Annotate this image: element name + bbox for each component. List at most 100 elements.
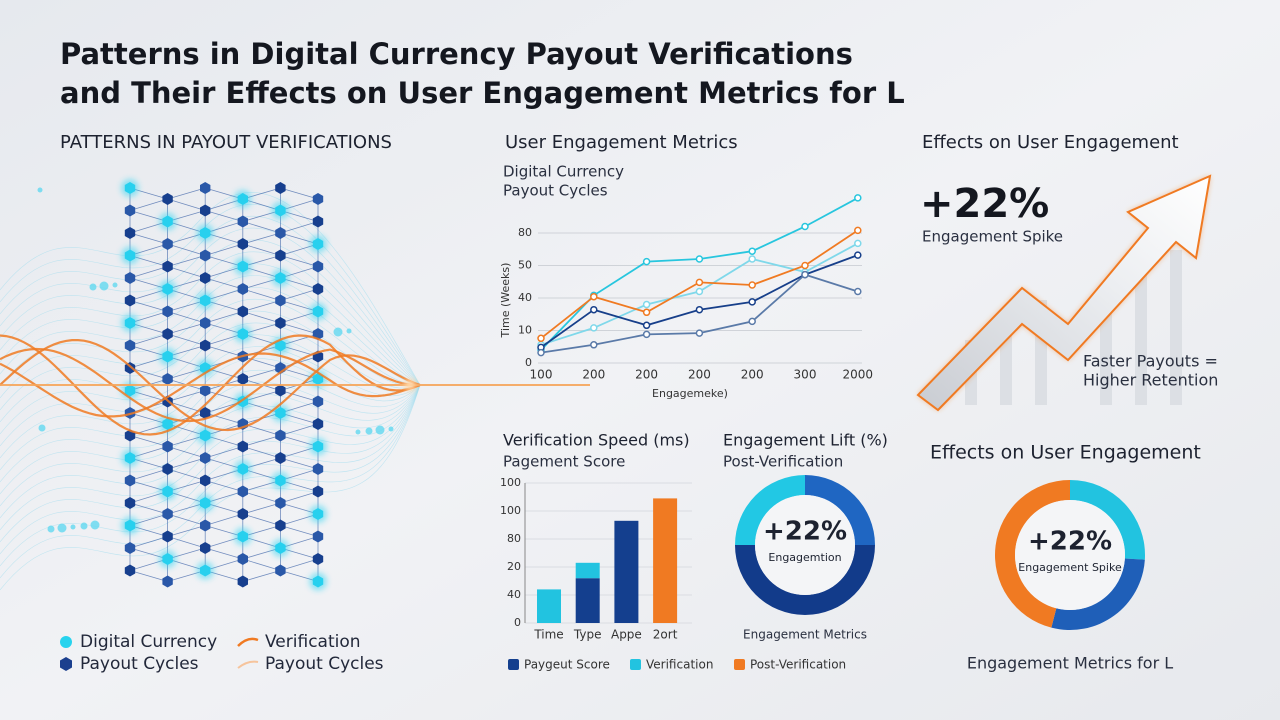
decor-link: [242, 502, 281, 515]
decor-node: [275, 407, 286, 419]
note-line: Higher Retention: [1083, 371, 1218, 390]
chart-subtitle: Payout Cycles: [503, 182, 608, 200]
decor-link: [205, 210, 243, 222]
bar: [575, 578, 600, 623]
y-tick-label: 0: [525, 356, 532, 369]
legend-swatch: [508, 659, 519, 670]
data-point: [537, 348, 545, 357]
data-point: [854, 226, 862, 235]
chart-title: Engagement Lift (%): [723, 431, 888, 450]
chart-caption: Engagement Metrics: [743, 628, 867, 642]
decor-link: [242, 311, 281, 324]
decor-node: [124, 272, 136, 284]
decor-dot: [70, 524, 76, 530]
decor-node: [124, 564, 136, 577]
decor-node: [275, 384, 286, 397]
decor-node: [312, 553, 324, 565]
center-value: +22%: [763, 517, 847, 547]
legend-swatch: [734, 659, 745, 670]
donut-segment: [805, 475, 875, 545]
chart-title: Verification Speed (ms): [503, 431, 690, 450]
donut-hole: [755, 495, 855, 595]
legend-label: Verification: [646, 658, 713, 672]
title-line: Patterns in Digital Currency Payout Veri…: [60, 37, 853, 71]
decor-link: [242, 243, 281, 256]
decor-link: [129, 333, 168, 346]
decor-link: [129, 232, 168, 245]
decor-node: [312, 283, 324, 295]
x-tick-label: 2000: [843, 368, 874, 382]
decor-node: [312, 193, 324, 205]
data-point: [748, 281, 756, 289]
x-tick-label: 200: [688, 368, 711, 382]
decor-node: [237, 440, 248, 453]
donut-segment: [994, 480, 1070, 628]
data-point: [854, 239, 862, 248]
bar: [575, 562, 600, 579]
decor-link: [280, 390, 319, 402]
decor-line: [0, 216, 421, 386]
decor-node: [200, 452, 211, 464]
decor-node: [237, 530, 248, 543]
decor-node: [124, 339, 136, 352]
decor-node: [237, 238, 248, 250]
decor-node: [200, 407, 211, 419]
decor-dot: [375, 425, 385, 435]
chart-subtitle: Post-Verification: [723, 453, 843, 471]
y-tick-label: 80: [518, 226, 532, 239]
decor-node: [312, 215, 324, 228]
decor-node: [124, 542, 136, 554]
decor-link: [129, 502, 168, 515]
decor-link: [280, 187, 319, 200]
center-label: Engagement Spike: [1018, 561, 1122, 574]
decor-line: [0, 287, 421, 387]
decor-node: [312, 440, 324, 453]
data-point: [642, 308, 651, 317]
decor-link: [242, 446, 281, 459]
decor-link: [280, 322, 319, 335]
legend-label: Payout Cycles: [265, 654, 384, 674]
legend-label: Paygeut Score: [524, 658, 610, 672]
decor-node: [124, 249, 136, 262]
decor-link: [205, 243, 243, 256]
decor-dot: [89, 283, 97, 291]
decor-link: [167, 333, 206, 346]
decor-dot: [99, 281, 109, 291]
donut-segment: [735, 545, 875, 615]
chart-subtitle: Digital Currency: [503, 163, 624, 181]
decor-spark: [404, 379, 416, 391]
decor-link: [280, 525, 319, 537]
decor-node: [312, 530, 324, 543]
decor-node: [275, 452, 286, 464]
decor-node: [162, 418, 173, 430]
decor-node: [200, 317, 211, 329]
decor-link: [280, 423, 319, 436]
decor-line: [0, 369, 421, 471]
decor-link: [167, 446, 206, 459]
decor-link: [205, 277, 243, 290]
decor-node: [124, 317, 136, 329]
decor-node: [162, 440, 173, 453]
decor-link: [242, 356, 281, 369]
decor-node: [312, 463, 324, 475]
y-tick-label: 40: [507, 588, 521, 601]
bar: [614, 520, 639, 623]
decor-node: [124, 384, 136, 397]
legend-label: Verification: [265, 632, 361, 652]
legend-swatch: [630, 659, 641, 670]
y-tick-label: 50: [518, 259, 532, 272]
decor-node: [124, 474, 136, 487]
decor-link: [280, 255, 319, 267]
decor-node: [200, 564, 211, 577]
decor-line: [0, 239, 421, 386]
note-line: Faster Payouts =: [1083, 352, 1218, 371]
legend-label: Payout Cycles: [80, 654, 199, 674]
decor-node: [237, 485, 248, 498]
data-point: [695, 287, 704, 296]
decor-link: [167, 187, 206, 200]
decor-node: [162, 485, 173, 498]
decor-node: [200, 474, 211, 487]
section-heading: Effects on User Engagement: [922, 132, 1179, 153]
decor-node: [162, 373, 173, 385]
